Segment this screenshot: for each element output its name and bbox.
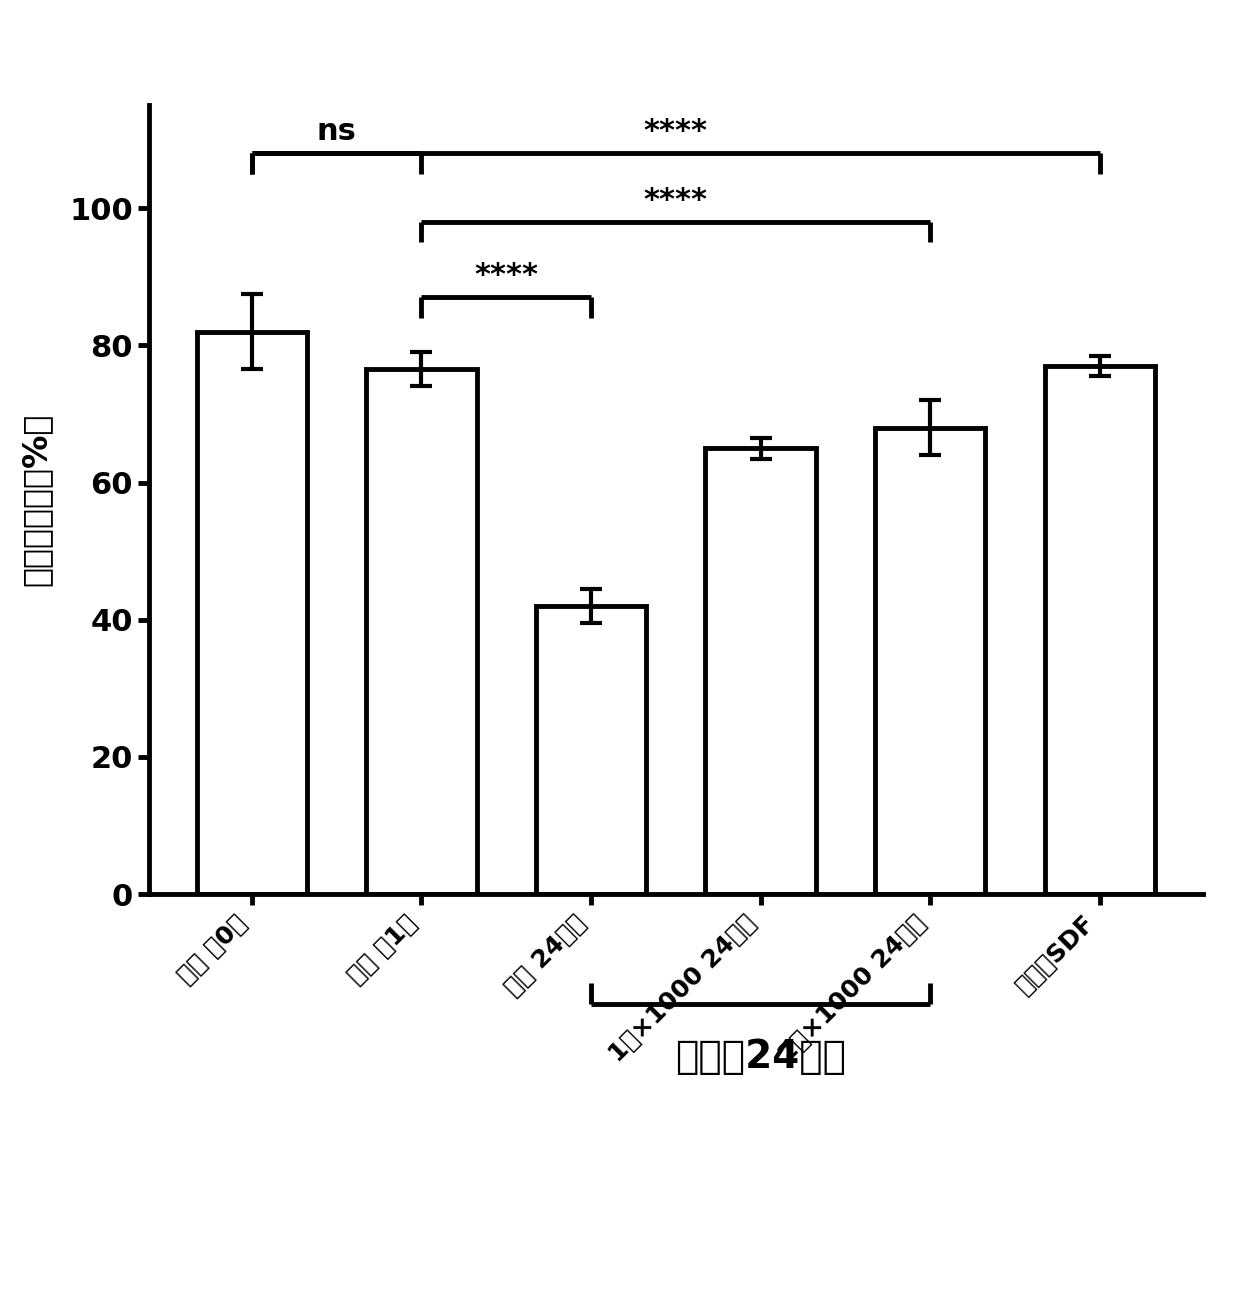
Bar [197,331,308,894]
Text: ****: **** [644,185,708,214]
Bar [706,448,816,894]
Y-axis label: 棒形百分比（%）: 棒形百分比（%） [20,413,52,586]
Bar [875,427,986,894]
Text: 缺氧吅24小时: 缺氧吅24小时 [675,1039,846,1076]
Bar [366,370,476,894]
Text: ****: **** [474,262,538,291]
Bar [1044,366,1154,894]
Text: ****: **** [644,117,708,146]
Bar [536,606,646,894]
Text: ns: ns [316,117,357,146]
